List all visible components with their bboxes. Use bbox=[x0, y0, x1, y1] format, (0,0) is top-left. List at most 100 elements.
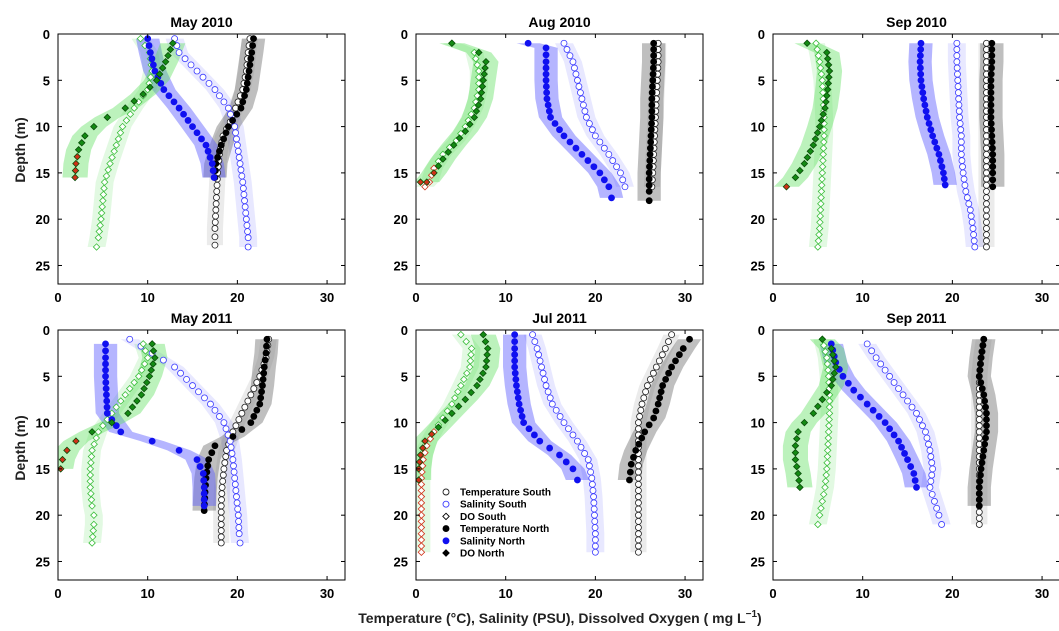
bands bbox=[58, 339, 279, 543]
axes-box bbox=[415, 329, 704, 581]
data-point bbox=[823, 91, 831, 100]
band-temp_south bbox=[630, 334, 680, 553]
data-point bbox=[650, 46, 658, 53]
data-point bbox=[980, 446, 988, 454]
data-point bbox=[455, 134, 464, 142]
data-point bbox=[989, 144, 996, 152]
data-point bbox=[94, 233, 103, 242]
data-point bbox=[175, 104, 183, 112]
markers bbox=[782, 39, 997, 251]
data-point bbox=[216, 413, 223, 420]
data-point bbox=[211, 218, 219, 226]
data-point bbox=[216, 147, 223, 155]
y-tick-label: 15 bbox=[751, 462, 765, 477]
data-point bbox=[467, 388, 475, 397]
data-point bbox=[169, 39, 177, 48]
data-point bbox=[565, 425, 572, 433]
legend-marker bbox=[442, 488, 450, 496]
data-point bbox=[635, 487, 642, 494]
series-sal_north bbox=[144, 35, 218, 181]
panel-1: May 2010 0 10 20 30 0 5 10 15 20 25 bbox=[36, 14, 346, 305]
y-tick-label: 25 bbox=[394, 554, 408, 569]
y-tick-label: 5 bbox=[43, 73, 50, 88]
data-point bbox=[574, 476, 581, 484]
markers bbox=[416, 39, 662, 205]
data-point bbox=[479, 76, 488, 85]
data-point bbox=[566, 138, 574, 146]
data-point bbox=[927, 126, 935, 134]
data-point bbox=[913, 484, 920, 491]
data-point bbox=[635, 440, 643, 448]
series-temp_north bbox=[975, 335, 990, 510]
y-tick-label: 25 bbox=[36, 554, 50, 569]
data-point bbox=[975, 403, 983, 411]
data-point bbox=[235, 154, 243, 161]
data-point bbox=[511, 331, 519, 339]
data-point bbox=[899, 391, 907, 399]
y-tick-label: 5 bbox=[401, 369, 408, 384]
data-point bbox=[652, 363, 660, 371]
legend-entry: Salinity North bbox=[442, 536, 525, 547]
data-point bbox=[987, 70, 995, 78]
data-point bbox=[988, 126, 995, 134]
data-point bbox=[591, 132, 599, 140]
data-point bbox=[584, 157, 592, 164]
data-point bbox=[187, 61, 195, 69]
y-tick-label: 25 bbox=[751, 258, 765, 273]
data-point bbox=[955, 95, 963, 103]
data-point bbox=[926, 446, 934, 454]
data-point bbox=[806, 147, 815, 156]
data-point bbox=[983, 163, 990, 171]
data-point bbox=[71, 173, 79, 182]
data-point bbox=[635, 480, 642, 488]
data-point bbox=[165, 92, 173, 100]
data-point bbox=[180, 110, 187, 118]
data-point bbox=[426, 435, 435, 443]
x-tick-label: 10 bbox=[140, 290, 154, 305]
data-point bbox=[590, 499, 598, 507]
data-point bbox=[809, 409, 818, 418]
panel-5: Jul 2011 0 10 20 30 0 5 10 15 20 25 bbox=[394, 310, 704, 601]
data-point bbox=[170, 98, 178, 106]
series-do_north bbox=[791, 335, 840, 492]
data-point bbox=[200, 484, 208, 491]
data-point bbox=[418, 444, 427, 452]
data-point bbox=[589, 487, 597, 494]
x-tick-label: 30 bbox=[320, 586, 334, 601]
data-point bbox=[988, 138, 996, 146]
panel-title: Jul 2011 bbox=[532, 310, 587, 326]
data-point bbox=[988, 52, 996, 60]
data-point bbox=[514, 394, 522, 402]
series-temp_north bbox=[987, 39, 997, 191]
data-point bbox=[686, 335, 693, 343]
x-tick-label: 0 bbox=[769, 290, 776, 305]
data-point bbox=[158, 64, 167, 72]
y-tick-label: 20 bbox=[751, 212, 765, 227]
data-point bbox=[198, 135, 205, 143]
data-point bbox=[940, 169, 947, 177]
data-point bbox=[222, 453, 230, 460]
data-point bbox=[635, 542, 642, 550]
series-temp_north bbox=[645, 39, 658, 205]
data-point bbox=[925, 120, 933, 127]
axes-box bbox=[57, 329, 346, 581]
data-point bbox=[812, 39, 820, 48]
data-point bbox=[544, 388, 552, 396]
data-point bbox=[102, 347, 109, 355]
data-point bbox=[817, 70, 826, 78]
data-point bbox=[157, 79, 165, 87]
data-point bbox=[244, 228, 251, 235]
data-point bbox=[815, 511, 824, 519]
data-point bbox=[161, 58, 170, 66]
data-point bbox=[552, 406, 560, 414]
data-point bbox=[234, 147, 242, 155]
data-point bbox=[635, 505, 642, 513]
data-point bbox=[546, 444, 554, 452]
data-point bbox=[977, 354, 985, 362]
data-point bbox=[253, 379, 261, 386]
data-point bbox=[823, 54, 832, 63]
legend-label: Salinity North bbox=[460, 536, 525, 547]
markers bbox=[58, 335, 273, 547]
data-point bbox=[130, 104, 138, 112]
data-point bbox=[247, 55, 255, 63]
